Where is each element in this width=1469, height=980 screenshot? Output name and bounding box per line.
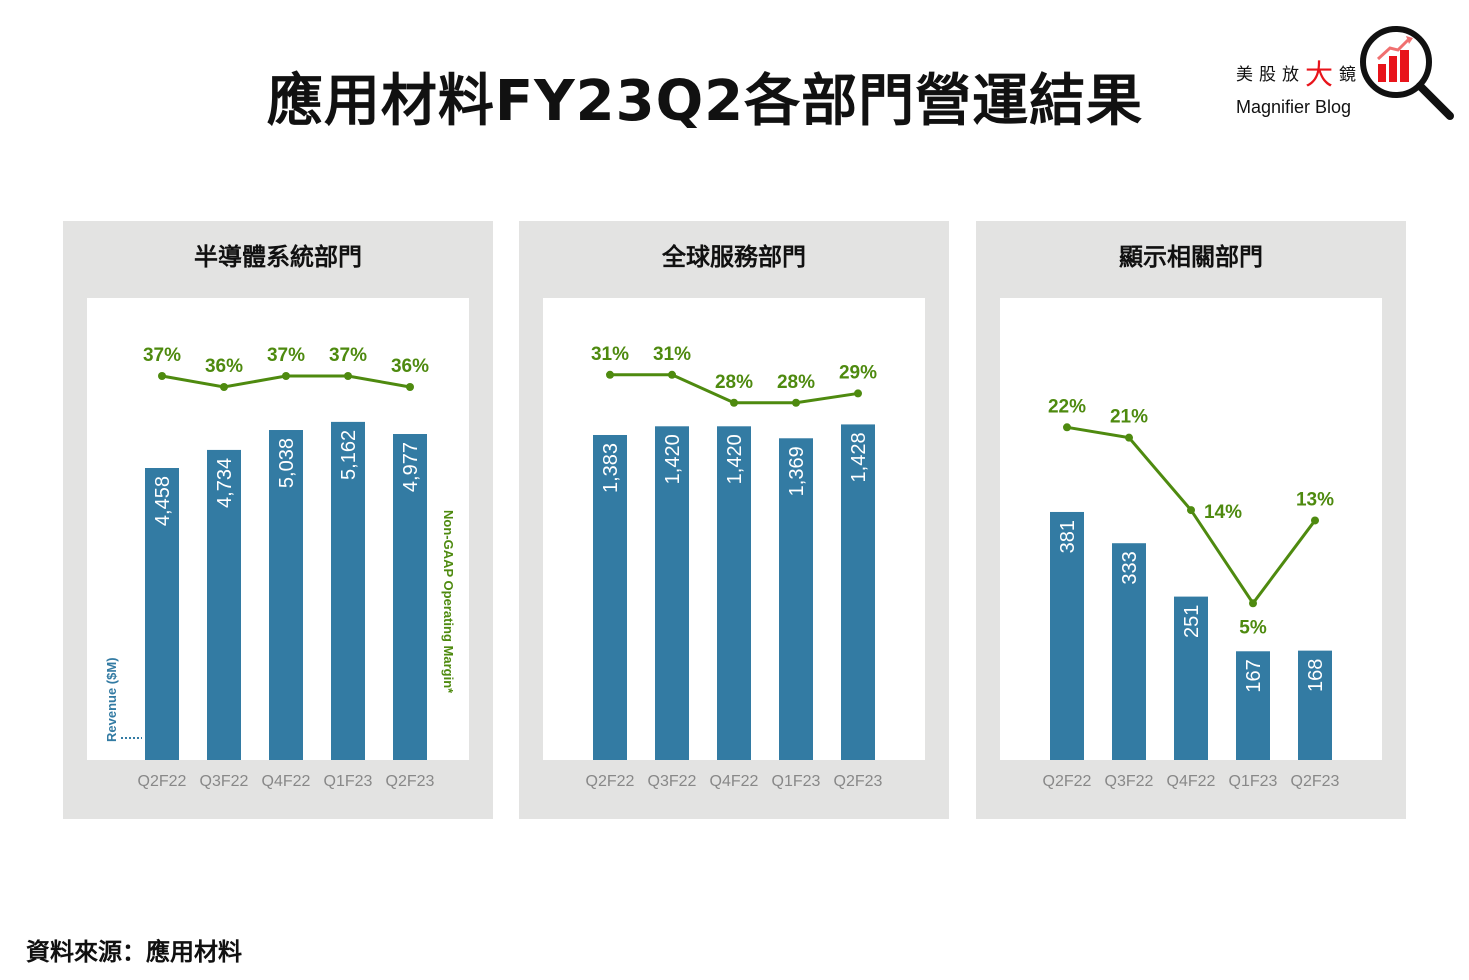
margin-value-label: 37% <box>267 345 305 366</box>
bar-value-label: 1,383 <box>600 443 622 493</box>
margin-point <box>158 372 166 380</box>
x-tick-label: Q3F22 <box>1105 773 1154 790</box>
bar-value-label: 381 <box>1057 520 1079 553</box>
bar-value-label: 333 <box>1119 551 1141 584</box>
margin-point <box>668 370 676 379</box>
bar <box>269 430 303 760</box>
margin-point <box>406 383 414 391</box>
panel-title: 顯示相關部門 <box>1119 243 1263 271</box>
margin-value-label: 13% <box>1296 489 1334 510</box>
bar <box>779 438 813 760</box>
bar <box>393 434 427 760</box>
x-tick-label: Q1F23 <box>324 773 373 790</box>
margin-line <box>1066 425 1317 606</box>
margin-point <box>282 372 290 380</box>
panel-title: 全球服務部門 <box>662 243 806 271</box>
bar-value-label: 1,369 <box>786 446 808 496</box>
bar-value-label: 5,038 <box>276 438 298 488</box>
margin-value-label: 31% <box>653 344 691 365</box>
margin-point <box>344 372 352 380</box>
bar-value-label: 1,428 <box>848 432 870 482</box>
bar <box>717 426 751 760</box>
margin-value-label: 36% <box>205 356 243 377</box>
bar <box>1174 596 1208 760</box>
margin-point <box>1249 599 1257 608</box>
margin-point <box>792 398 800 407</box>
logo-text-big: 大 <box>1305 58 1340 91</box>
margin-value-label: 5% <box>1239 617 1267 638</box>
x-tick-label: Q1F23 <box>1229 773 1278 790</box>
logo-chinese-text: 美股放大鏡 <box>1236 58 1362 92</box>
x-tick-label: Q1F23 <box>772 773 821 790</box>
bar-value-label: 5,162 <box>338 430 360 480</box>
bar-value-label: 167 <box>1243 659 1265 692</box>
x-tick-label: Q2F22 <box>1043 773 1092 790</box>
bar-value-label: 1,420 <box>662 434 684 484</box>
margin-value-label: 21% <box>1110 407 1148 428</box>
bar <box>207 449 241 760</box>
margin-point <box>606 370 614 379</box>
margin-value-label: 36% <box>391 356 429 377</box>
x-tick-label: Q2F23 <box>834 773 883 790</box>
margin-point <box>1311 516 1319 525</box>
bar <box>593 434 627 760</box>
bar <box>1298 650 1332 760</box>
y-axis-label: Revenue ($M) <box>104 657 119 742</box>
margin-value-label: 37% <box>143 345 181 366</box>
panel-title: 半導體系統部門 <box>194 243 362 271</box>
margin-value-label: 29% <box>839 362 877 383</box>
x-tick-label: Q4F22 <box>262 773 311 790</box>
x-tick-label: Q4F22 <box>710 773 759 790</box>
bar-value-label: 4,458 <box>152 476 174 526</box>
page-title: 應用材料FY23Q2各部門營運結果 <box>266 69 1144 134</box>
margin-value-label: 37% <box>329 345 367 366</box>
margin-point <box>1063 423 1071 432</box>
margin-value-label: 22% <box>1048 396 1086 417</box>
margin-value-label: 28% <box>715 372 753 393</box>
bar <box>655 426 689 760</box>
bar <box>1050 511 1084 760</box>
bar-value-label: 1,420 <box>724 434 746 484</box>
margin-point <box>220 383 228 391</box>
bar <box>145 468 179 760</box>
bar <box>1236 651 1270 760</box>
logo-english-text: Magnifier Blog <box>1236 97 1352 117</box>
bar <box>1112 543 1146 760</box>
bar-value-label: 251 <box>1181 605 1203 638</box>
y2-axis-label: Non-GAAP Operating Margin* <box>441 510 456 694</box>
logo-text-part: 鏡 <box>1339 65 1363 85</box>
x-tick-label: Q2F23 <box>1291 773 1340 790</box>
x-tick-label: Q4F22 <box>1167 773 1216 790</box>
margin-point <box>1187 506 1195 515</box>
bar <box>331 421 365 760</box>
bar-value-label: 168 <box>1305 659 1327 692</box>
x-tick-label: Q3F22 <box>648 773 697 790</box>
margin-value-label: 31% <box>591 344 629 365</box>
magnifier-blog-logo: 美股放大鏡 Magnifier Blog <box>1236 24 1461 124</box>
margin-point <box>1125 433 1133 442</box>
bar <box>841 424 875 760</box>
margin-value-label: 14% <box>1204 502 1242 523</box>
x-tick-label: Q2F22 <box>138 773 187 790</box>
logo-text-part: 美股放 <box>1236 65 1305 85</box>
x-tick-label: Q2F22 <box>586 773 635 790</box>
margin-point <box>854 389 862 398</box>
bar-value-label: 4,734 <box>214 458 236 508</box>
magnifier-chart-icon <box>1360 26 1454 120</box>
margin-point <box>730 398 738 407</box>
margin-value-label: 28% <box>777 372 815 393</box>
x-tick-label: Q2F23 <box>386 773 435 790</box>
bar-value-label: 4,977 <box>400 442 422 492</box>
x-tick-label: Q3F22 <box>200 773 249 790</box>
source-note: 資料來源：應用材料 <box>26 938 242 966</box>
